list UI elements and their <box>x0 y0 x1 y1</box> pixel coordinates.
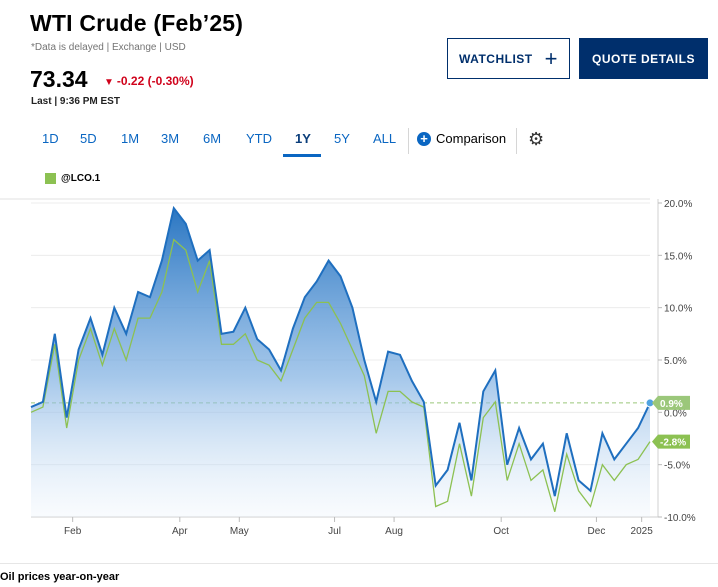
tab-1m[interactable]: 1M <box>121 131 140 146</box>
comparison-label: Comparison <box>436 131 507 146</box>
plus-icon: + <box>544 45 558 71</box>
chart-svg[interactable]: 20.0% 15.0% 10.0% 5.0% 0.0% -5.0% -10.0% Feb Apr… <box>0 195 718 545</box>
watchlist-label: WATCHLIST <box>459 51 533 66</box>
price-change: ▼ -0.22 (-0.30%) <box>104 74 194 88</box>
divider <box>0 563 718 564</box>
active-tab-underline <box>283 154 321 157</box>
y-tick-label: -10.0% <box>664 513 696 524</box>
y-tick-label: 15.0% <box>664 251 692 262</box>
legend: @LCO.1 <box>45 173 100 184</box>
last-updated: Last | 9:36 PM EST <box>31 96 120 107</box>
x-tick-label: Apr <box>172 526 188 537</box>
quote-details-button[interactable]: QUOTE DETAILS <box>579 38 708 79</box>
quote-details-label: QUOTE DETAILS <box>592 51 695 66</box>
x-tick-label: May <box>230 526 249 537</box>
y-tick-label: -5.0% <box>664 461 690 472</box>
x-tick-label: Jul <box>328 526 341 537</box>
tab-1d[interactable]: 1D <box>42 131 59 146</box>
watchlist-button[interactable]: WATCHLIST + <box>447 38 570 79</box>
x-tick-label: Oct <box>493 526 509 537</box>
x-tick-label: Aug <box>385 526 403 537</box>
data-delay-note: *Data is delayed | Exchange | USD <box>31 42 186 53</box>
chart-caption: Oil prices year-on-year <box>0 571 120 583</box>
lco-end-label: -2.8% <box>660 438 686 449</box>
lco-end-label-bg <box>652 434 690 449</box>
x-tick-label: Feb <box>64 526 82 537</box>
wti-series-line <box>30 205 651 497</box>
tab-ytd[interactable]: YTD <box>246 131 272 146</box>
tab-separator <box>408 128 409 154</box>
legend-swatch <box>45 173 56 184</box>
chart[interactable]: 20.0% 15.0% 10.0% 5.0% 0.0% -5.0% -10.0% Feb Apr… <box>0 195 718 545</box>
tab-6m[interactable]: 6M <box>203 131 222 146</box>
comparison-button[interactable]: + Comparison <box>417 131 506 146</box>
x-tick-label: Dec <box>588 526 606 537</box>
price-change-value: -0.22 (-0.30%) <box>116 74 194 88</box>
tab-3m[interactable]: 3M <box>161 131 180 146</box>
legend-label[interactable]: @LCO.1 <box>61 173 101 184</box>
gear-icon[interactable]: ⚙ <box>528 129 545 149</box>
y-tick-label: 0.0% <box>664 408 687 419</box>
y-tick-label: 10.0% <box>664 304 692 315</box>
add-circle-icon: + <box>417 131 431 146</box>
page-title: WTI Crude (Feb’25) <box>30 10 244 36</box>
last-price: 73.34 <box>30 66 88 92</box>
wti-area <box>31 208 650 517</box>
y-tick-label: 20.0% <box>664 199 692 210</box>
tab-5y[interactable]: 5Y <box>334 131 350 146</box>
tab-separator <box>516 128 517 154</box>
tab-all[interactable]: ALL <box>373 131 397 146</box>
y-tick-label: 5.0% <box>664 356 687 367</box>
wti-end-label-bg <box>652 395 690 410</box>
tab-1y[interactable]: 1Y <box>295 131 311 146</box>
down-arrow-icon: ▼ <box>104 77 114 88</box>
tab-5d[interactable]: 5D <box>80 131 97 146</box>
x-tick-label: 2025 <box>631 526 654 537</box>
wti-end-label: 0.9% <box>660 399 683 410</box>
lco-series-line <box>30 238 651 512</box>
